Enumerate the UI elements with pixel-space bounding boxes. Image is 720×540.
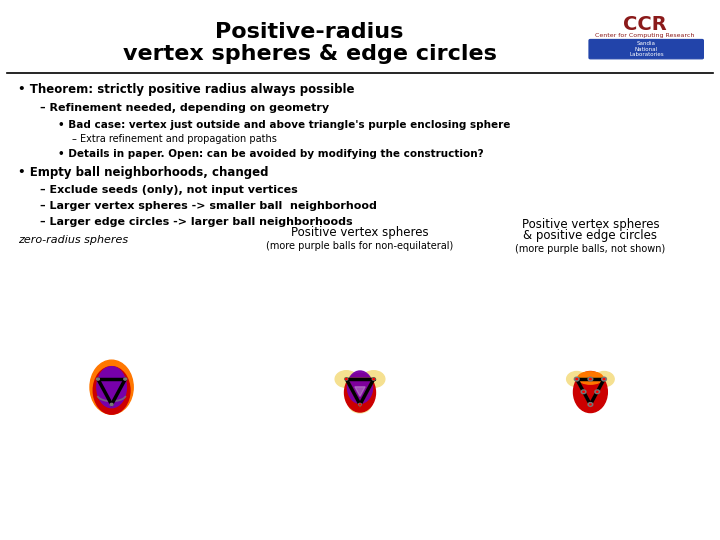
Text: • Details in paper. Open: can be avoided by modifying the construction?: • Details in paper. Open: can be avoided… (58, 150, 483, 159)
Text: Positive vertex spheres: Positive vertex spheres (521, 218, 660, 231)
Circle shape (590, 379, 591, 380)
Ellipse shape (574, 372, 607, 413)
Ellipse shape (348, 396, 372, 413)
Circle shape (346, 379, 347, 380)
Ellipse shape (96, 367, 127, 408)
Polygon shape (355, 387, 365, 396)
Circle shape (345, 378, 348, 380)
Ellipse shape (594, 372, 614, 387)
Text: • Empty ball neighborhoods, changed: • Empty ball neighborhoods, changed (18, 166, 269, 179)
Text: – Refinement needed, depending on geometry: – Refinement needed, depending on geomet… (40, 103, 329, 113)
Text: (more purple balls, not shown): (more purple balls, not shown) (516, 245, 665, 254)
Ellipse shape (575, 385, 593, 399)
Circle shape (96, 378, 99, 380)
Ellipse shape (344, 373, 376, 412)
Circle shape (576, 379, 577, 380)
Text: CCR: CCR (623, 15, 666, 34)
Text: – Larger edge circles -> larger ball neighborhoods: – Larger edge circles -> larger ball nei… (40, 218, 352, 227)
Circle shape (359, 403, 361, 406)
Ellipse shape (90, 360, 133, 414)
Circle shape (596, 391, 598, 392)
Circle shape (359, 404, 361, 405)
Text: Positive-radius: Positive-radius (215, 22, 404, 43)
Text: – Exclude seeds (only), not input vertices: – Exclude seeds (only), not input vertic… (40, 185, 297, 195)
Ellipse shape (347, 371, 373, 403)
Ellipse shape (582, 373, 599, 386)
Text: (more purple balls for non-equilateral): (more purple balls for non-equilateral) (266, 241, 454, 251)
Circle shape (373, 379, 374, 380)
Circle shape (372, 378, 375, 380)
Circle shape (110, 403, 113, 406)
Ellipse shape (362, 370, 385, 388)
Text: Sandia
National
Laboratories: Sandia National Laboratories (629, 41, 664, 57)
Text: – Extra refinement and propagation paths: – Extra refinement and propagation paths (72, 134, 277, 144)
Text: • Theorem: strictly positive radius always possible: • Theorem: strictly positive radius alwa… (18, 83, 354, 96)
Text: – Larger vertex spheres -> smaller ball  neighborhood: – Larger vertex spheres -> smaller ball … (40, 201, 377, 211)
Text: zero-radius spheres: zero-radius spheres (18, 235, 128, 245)
Text: vertex spheres & edge circles: vertex spheres & edge circles (122, 44, 497, 64)
Text: • Bad case: vertex just outside and above triangle's purple enclosing sphere: • Bad case: vertex just outside and abov… (58, 120, 510, 130)
Circle shape (124, 378, 127, 380)
Circle shape (582, 391, 585, 392)
FancyBboxPatch shape (589, 39, 703, 59)
Ellipse shape (335, 370, 358, 388)
Text: Center for Computing Research: Center for Computing Research (595, 32, 694, 38)
Ellipse shape (577, 372, 603, 384)
Text: Positive vertex spheres: Positive vertex spheres (291, 226, 429, 239)
Text: & positive edge circles: & positive edge circles (523, 230, 657, 242)
Ellipse shape (94, 367, 130, 414)
Ellipse shape (580, 397, 600, 412)
Ellipse shape (588, 385, 606, 399)
Ellipse shape (567, 372, 587, 387)
Circle shape (590, 404, 591, 405)
Circle shape (603, 379, 605, 380)
